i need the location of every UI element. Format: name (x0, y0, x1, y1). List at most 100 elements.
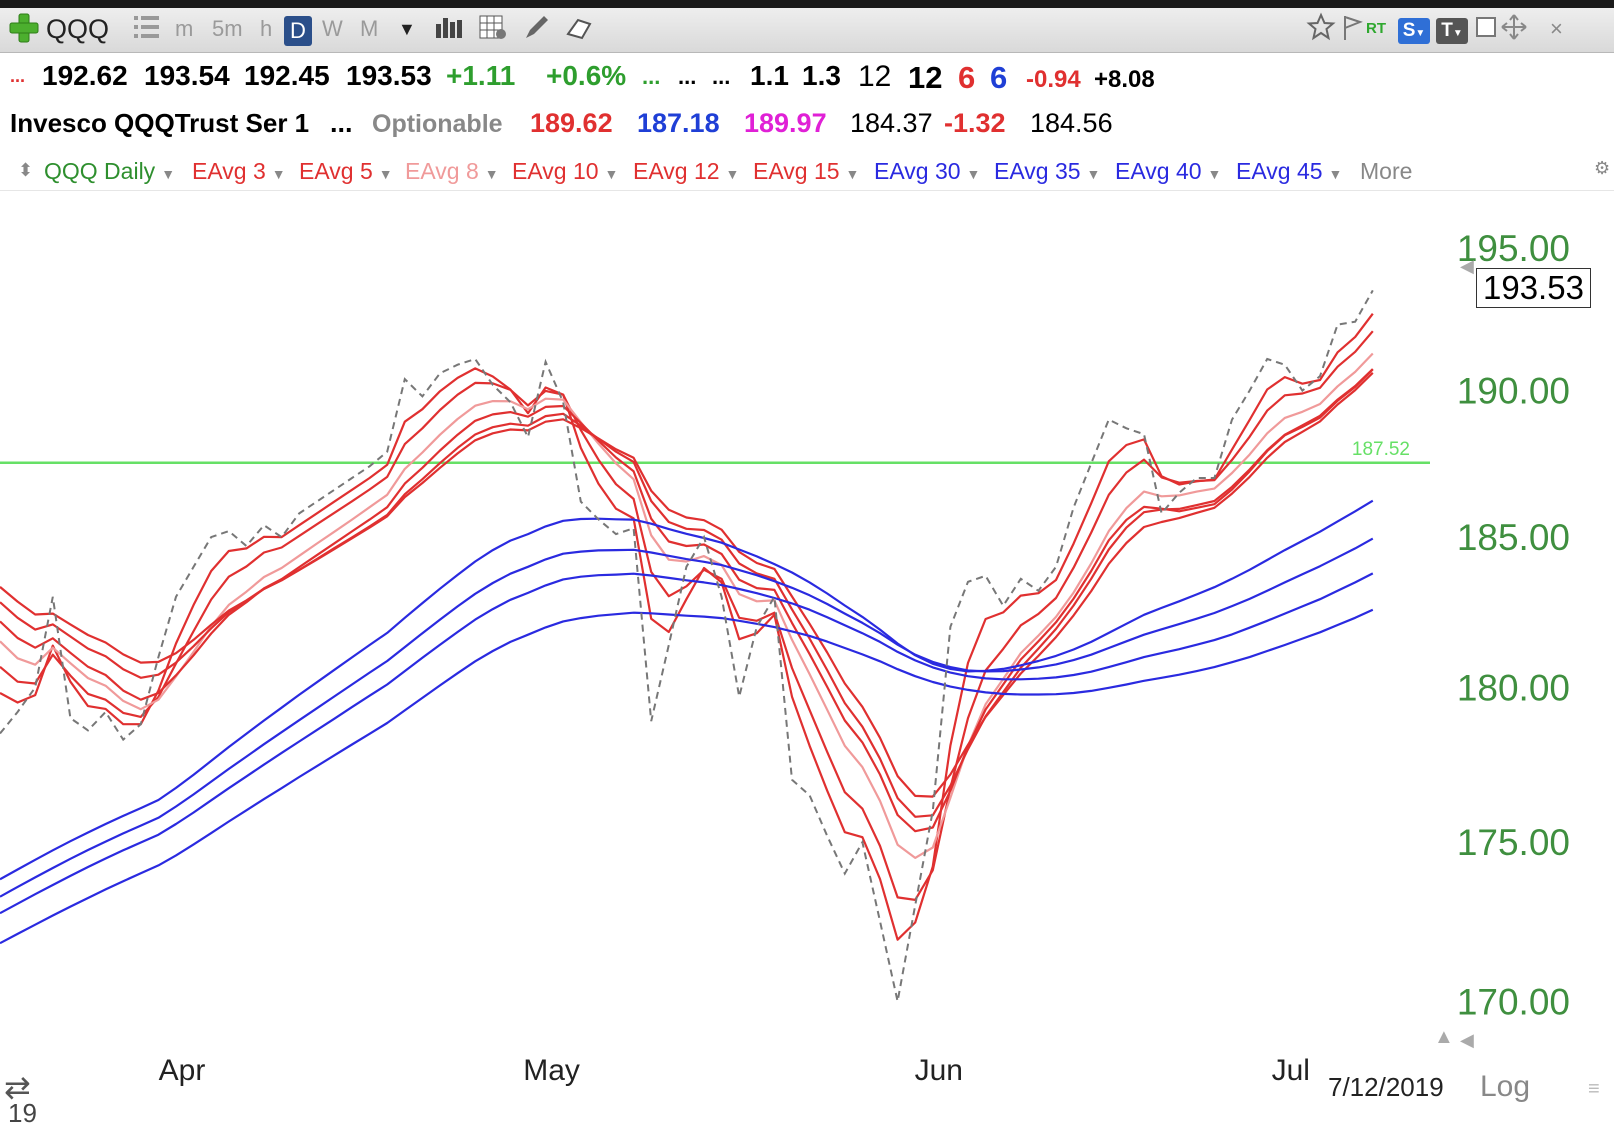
refresh-icon[interactable]: ⇄ (4, 1069, 31, 1105)
timeframe-m[interactable]: m (175, 16, 194, 41)
bar-chart-icon[interactable] (434, 12, 464, 46)
legend-item-eavg-12[interactable]: EAvg 12 ▼ (633, 158, 739, 185)
y-tick-label: 180.00 (1457, 668, 1570, 709)
legend-item-eavg-3[interactable]: EAvg 3 ▼ (192, 158, 286, 185)
timeframe-h[interactable]: h (260, 16, 273, 41)
y-tick-label: 170.00 (1457, 981, 1570, 1022)
favorite-star-icon[interactable] (1306, 12, 1336, 46)
legend-label: EAvg 15 (753, 158, 840, 184)
list-icon[interactable] (134, 12, 160, 46)
draw-pencil-icon[interactable] (522, 12, 552, 46)
series-eavg-12 (0, 368, 1374, 818)
x-tick-label: Jun (915, 1054, 963, 1087)
quote-dots-1: ... (642, 64, 661, 89)
drag-handle-icon[interactable]: ⬍ (18, 160, 34, 180)
chart-hline-layer: 187.52 (0, 439, 1430, 465)
legend-item-eavg-5[interactable]: EAvg 5 ▼ (299, 158, 393, 185)
quote-value-8: +8.08 (1094, 66, 1155, 93)
timeframe-w[interactable]: W (322, 16, 343, 41)
legend-item-eavg-8[interactable]: EAvg 8 ▼ (405, 158, 499, 185)
add-symbol-icon[interactable] (6, 10, 42, 44)
legend-label: EAvg 40 (1115, 158, 1202, 184)
quote-close: 193.53 (346, 60, 432, 91)
quote-change: +1.11 (446, 60, 516, 91)
legend-label: EAvg 5 (299, 158, 373, 184)
eraser-icon[interactable] (564, 12, 594, 46)
quote-value-2: 1.3 (802, 60, 841, 91)
last-date-label: 7/12/2019 (1328, 1072, 1444, 1102)
log-scale-toggle[interactable]: Log (1480, 1070, 1531, 1103)
price-2: 187.18 (637, 108, 720, 138)
legend-label: EAvg 10 (512, 158, 599, 184)
security-name: Invesco QQQTrust Ser 1 (10, 108, 310, 138)
realtime-label[interactable]: RT (1366, 20, 1386, 37)
legend-label: EAvg 30 (874, 158, 961, 184)
timeframe-dropdown-icon[interactable]: ▼ (398, 19, 416, 39)
legend-more-link[interactable]: More (1360, 158, 1413, 184)
x-tick-label: Apr (159, 1054, 206, 1087)
series-eavg-30 (0, 499, 1374, 881)
legend-item-eavg-10[interactable]: EAvg 10 ▼ (512, 158, 618, 185)
t-button[interactable]: T▼ (1436, 18, 1468, 44)
scroll-up-icon[interactable]: ▲ (1434, 1026, 1454, 1048)
quote-low: 192.45 (244, 60, 330, 91)
series-eavg-15 (0, 372, 1374, 798)
price-pointer-icon: ◀ (1460, 256, 1474, 276)
quote-value-3: 12 (858, 60, 892, 93)
chevron-down-icon: ▼ (1328, 166, 1343, 182)
y-tick-label: 185.00 (1457, 517, 1570, 558)
x-tick-label: May (523, 1054, 580, 1087)
legend-main[interactable]: QQQ Daily ▼ (44, 158, 175, 185)
security-dots: ... (330, 108, 353, 138)
price-series-line (0, 289, 1374, 1002)
price-6: 184.56 (1030, 108, 1113, 138)
indicator-legend: ⬍ QQQ Daily ▼ EAvg 3 ▼ EAvg 5 ▼ EAvg 8 ▼ EAv… (0, 150, 1614, 191)
legend-item-eavg-35[interactable]: EAvg 35 ▼ (994, 158, 1100, 185)
toolbar: QQQ m 5m h D W M ▼ RT S▼ T▼ (0, 8, 1614, 53)
moving-average-layer (0, 313, 1374, 945)
timeframe-mo[interactable]: M (360, 16, 379, 41)
quote-change-pct: +0.6% (546, 60, 627, 91)
price-4: 184.37 (850, 108, 933, 138)
settings-gear-icon[interactable]: ⚙ (1594, 158, 1611, 178)
chevron-down-icon: ▼ (161, 166, 176, 182)
chevron-down-icon: ▼ (484, 166, 499, 182)
timeframe-d[interactable]: D (284, 16, 312, 46)
legend-label: EAvg 35 (994, 158, 1081, 184)
legend-item-eavg-45[interactable]: EAvg 45 ▼ (1236, 158, 1342, 185)
quote-value-1: 1.1 (750, 60, 789, 91)
current-price-label: 193.53 (1476, 267, 1591, 308)
close-icon[interactable]: × (1550, 16, 1563, 41)
grid-icon[interactable] (478, 12, 508, 46)
flag-icon[interactable] (1342, 12, 1364, 46)
scroll-left-icon[interactable]: ◀ (1460, 1030, 1474, 1050)
legend-main-label: QQQ Daily (44, 158, 156, 184)
quote-dots-3: ... (712, 64, 731, 89)
chevron-down-icon: ▼ (966, 166, 981, 182)
window-restore-icon[interactable] (1474, 12, 1498, 46)
quote-value-5: 6 (958, 60, 976, 95)
symbol-label[interactable]: QQQ (46, 14, 110, 44)
price-3: 189.97 (744, 108, 827, 138)
s-button[interactable]: S▼ (1398, 18, 1430, 44)
move-icon[interactable] (1500, 12, 1528, 46)
menu-lines-icon[interactable]: ≡ (1588, 1078, 1600, 1100)
series-eavg-3 (0, 313, 1374, 941)
chevron-down-icon: ▼ (725, 166, 740, 182)
t-button-label: T (1441, 20, 1453, 41)
price-line-layer (0, 289, 1374, 1002)
legend-item-eavg-30[interactable]: EAvg 30 ▼ (874, 158, 980, 185)
chevron-down-icon: ▼ (1207, 166, 1222, 182)
quote-row-1: ... 192.62 193.54 192.45 193.53 +1.11 +0… (0, 56, 1614, 100)
chevron-down-icon: ▼ (378, 166, 393, 182)
quote-row-2: Invesco QQQTrust Ser 1 ... Optionable 18… (0, 104, 1614, 148)
legend-item-eavg-15[interactable]: EAvg 15 ▼ (753, 158, 859, 185)
legend-item-eavg-40[interactable]: EAvg 40 ▼ (1115, 158, 1221, 185)
y-tick-label: 190.00 (1457, 371, 1570, 412)
quote-ellipsis: ... (10, 66, 26, 86)
timeframe-5m[interactable]: 5m (212, 16, 243, 41)
legend-label: EAvg 12 (633, 158, 720, 184)
x-axis: Apr May Jun Jul (159, 1054, 1310, 1087)
